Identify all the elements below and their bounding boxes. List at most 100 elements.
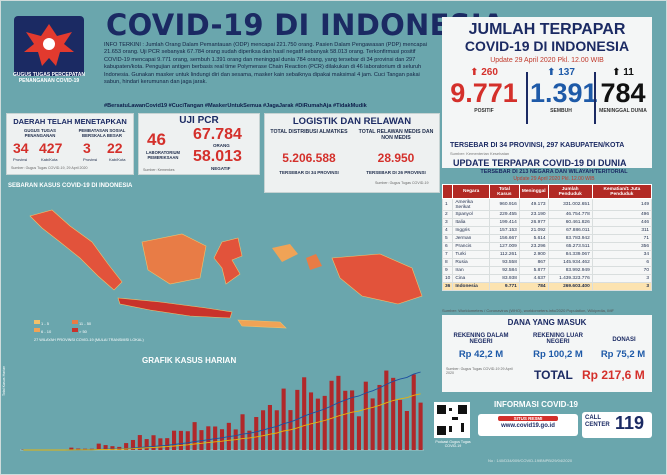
table-cell: 93.558 xyxy=(488,258,520,268)
table-cell: Amerika Serikat xyxy=(452,197,490,212)
summary-source: Sumber: Kementerian Kesehatan xyxy=(450,151,510,156)
chart-bar xyxy=(110,446,115,450)
table-cell: 4 xyxy=(441,226,454,236)
call-center-label: CALL CENTER xyxy=(585,415,610,428)
gugus-label: GUGUS TUGAS PENANGANAN xyxy=(24,128,56,138)
call-center-number[interactable]: 119 xyxy=(615,413,645,433)
situs-url[interactable]: www.covid19.go.id xyxy=(501,423,555,429)
pcr-orang-value: 67.784 xyxy=(193,126,242,143)
meninggal-value: 784 xyxy=(600,78,646,108)
logistik-title: LOGISTIK DAN RELAWAN xyxy=(292,116,412,127)
world-table-header: Jumlah Penduduk xyxy=(547,184,593,199)
table-cell: 23.296 xyxy=(518,242,549,252)
legend-label-4: > 50 xyxy=(79,329,87,334)
table-row: 5 Jerman 156.667 5.614 83.783.942 71 xyxy=(441,234,653,244)
divider xyxy=(526,72,528,124)
table-cell: 496 xyxy=(591,210,653,220)
psbb-prov-label: Provinsi xyxy=(83,157,98,162)
legend-label-1: 1 - 5 xyxy=(41,321,50,326)
intro-text: INFO TERKINI : Jumlah Orang Dalam Pemant… xyxy=(104,42,427,86)
table-cell: 5.614 xyxy=(518,234,549,244)
world-table-header: Negara xyxy=(452,184,490,199)
indonesia-map xyxy=(29,209,423,332)
pcr-negatif-label: NEGATIF xyxy=(211,166,231,171)
chart-bar xyxy=(274,410,279,450)
dana-donasi-label: DONASI xyxy=(612,337,636,343)
chart-bar xyxy=(151,435,156,450)
table-cell: 199.414 xyxy=(488,218,520,228)
dana-dalam-value: Rp 42,2 M xyxy=(458,349,504,360)
qr-caption: Podcast Gugus Tugas COVID-19 xyxy=(435,440,471,448)
table-cell: 784 xyxy=(518,282,549,292)
lab-value: 46 xyxy=(147,130,166,149)
dana-luar-label: REKENING LUAR NEGERI xyxy=(532,333,583,345)
chart-bar xyxy=(295,389,300,450)
gugus-kab-value: 427 xyxy=(39,140,63,156)
table-cell: 21.092 xyxy=(518,226,549,236)
up-arrow-icon: ⬆ xyxy=(612,67,621,78)
table-cell: 1.439.323.776 xyxy=(547,274,593,284)
table-row: 36 Indonesia 9.771 784 269.603.400 3 xyxy=(441,282,653,292)
pcr-panel: UJI PCR 46 LABORATORIUM PEMERIKSAAN 67.7… xyxy=(138,113,260,175)
table-cell: 960.916 xyxy=(488,197,520,212)
hashtags: #BersatuLawanCovid19 #CuciTangan #Masker… xyxy=(104,103,367,109)
table-cell: Indonesia xyxy=(452,282,490,292)
page-title: COVID-19 DI INDONESIA xyxy=(106,8,505,42)
chart-bar xyxy=(363,381,368,450)
table-cell: 3 xyxy=(591,274,653,284)
qr-code-icon[interactable] xyxy=(434,402,470,438)
table-cell: Italia xyxy=(452,218,490,228)
distribusi-value: 5.206.588 xyxy=(282,151,336,165)
chart-bar xyxy=(411,374,416,450)
table-cell: 83.938 xyxy=(488,274,520,284)
chart-bar xyxy=(418,402,423,450)
chart-bar xyxy=(247,430,252,450)
table-cell: 23.190 xyxy=(518,210,549,220)
psbb-kab-label: Kab/Kota xyxy=(109,157,126,162)
table-cell: 3 xyxy=(591,282,653,292)
document-number: No : 140/D34/009/COVID-19/BNPB/29/04/202… xyxy=(488,458,573,463)
table-cell: 67.886.011 xyxy=(547,226,593,236)
table-row: 3 Italia 199.414 26.977 60.461.826 446 xyxy=(441,218,653,228)
table-cell: 156.667 xyxy=(488,234,520,244)
world-table: Negara Total Kasus Meninggal Jumlah Pendudu… xyxy=(441,184,653,292)
dana-total-value: Rp 217,6 M xyxy=(582,368,645,382)
summary-update: Update 29 April 2020 Pkl. 12.00 WIB xyxy=(490,57,604,64)
spread-text: TERSEBAR DI 34 PROVINSI, 297 KABUPATEN/K… xyxy=(450,142,625,149)
table-cell: 5.877 xyxy=(518,266,549,276)
table-cell: 4.637 xyxy=(518,274,549,284)
meninggal-label: MENINGGAL DUNIA xyxy=(599,108,647,114)
chart-bar xyxy=(267,404,272,450)
relawan-label: TOTAL RELAWAN MEDIS DAN NON MEDIS xyxy=(358,129,434,141)
table-cell: Jerman xyxy=(452,234,490,244)
table-cell: 65.273.511 xyxy=(547,242,593,252)
chart-bar xyxy=(281,388,286,450)
table-cell: 269.603.400 xyxy=(547,282,593,292)
call-center-box[interactable]: CALL CENTER 119 xyxy=(582,412,652,438)
table-cell: 26.977 xyxy=(518,218,549,228)
table-row: 1 Amerika Serikat 960.916 49.173 331.002.651… xyxy=(441,197,653,212)
table-cell: 70 xyxy=(591,266,653,276)
daily-cases-chart xyxy=(20,370,424,451)
psbb-kab-value: 22 xyxy=(107,140,123,156)
chart-bar xyxy=(137,435,142,450)
chart-bar xyxy=(254,417,259,450)
table-cell: 229.455 xyxy=(488,210,520,220)
legend-swatch xyxy=(72,320,78,324)
table-cell: 60.461.826 xyxy=(547,218,593,228)
table-cell: 2.900 xyxy=(518,250,549,260)
table-cell: 311 xyxy=(591,226,653,236)
chart-bar xyxy=(117,446,122,450)
chart-bar xyxy=(69,447,74,450)
table-row: 7 Turki 112.261 2.900 84.339.067 34 xyxy=(441,250,653,260)
gugus-prov-label: Provinsi xyxy=(13,157,28,162)
table-cell: Prancis xyxy=(452,242,490,252)
logistik-source: Sumber: Gugus Tugas COVID-19 xyxy=(375,181,429,185)
logo-caption: GUGUS TUGAS PERCEPATAN PENANGANAN COVID-… xyxy=(13,72,85,84)
situs-box[interactable]: SITUS RESMI www.covid19.go.id xyxy=(478,414,578,436)
chart-bar xyxy=(206,426,211,450)
chart-bar xyxy=(178,430,183,450)
chart-bar xyxy=(213,426,218,450)
chart-bar xyxy=(343,390,348,450)
chart-bar xyxy=(404,411,409,450)
